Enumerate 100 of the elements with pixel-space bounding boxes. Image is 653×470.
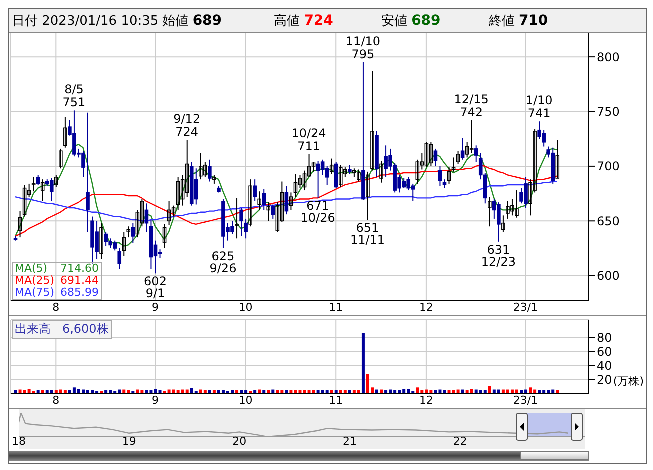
candlestick [118, 248, 122, 270]
annotation: 10/24 711 [292, 126, 326, 154]
candlestick [59, 148, 63, 170]
bar [416, 388, 420, 394]
x-tick-label: 8 [52, 300, 60, 314]
candlestick [312, 162, 316, 172]
x-tick-label: 8 [52, 394, 60, 407]
candlestick [416, 159, 420, 184]
chart-title: 日付 2023/01/16 10:35 [12, 12, 159, 30]
candlestick [334, 162, 338, 189]
x-tick-label: 11 [329, 300, 344, 314]
candlestick [194, 168, 198, 206]
candlestick [50, 178, 54, 202]
x-tick-label: 10 [238, 300, 253, 314]
bar [488, 386, 492, 394]
y-tick-label: 40 [597, 359, 612, 374]
candlestick [380, 160, 384, 184]
candlestick [316, 160, 320, 199]
y-tick-label: 20 [597, 373, 612, 388]
candlestick [208, 159, 212, 182]
candlestick [284, 186, 289, 216]
x-tick-label: 20 [232, 434, 247, 448]
text: 終値 710 [488, 12, 548, 30]
annotation: 602 9/1 [144, 274, 167, 301]
candlestick [54, 174, 58, 188]
candlestick [86, 112, 90, 233]
candlestick [36, 174, 40, 186]
annotation: 671 10/26 [300, 199, 336, 226]
y-tick-label: 800 [597, 50, 620, 64]
candlestick [465, 142, 470, 158]
candlestick [294, 174, 298, 198]
candlestick [429, 142, 434, 167]
candlestick [470, 120, 474, 154]
candlestick [271, 204, 276, 220]
candlestick [556, 140, 560, 179]
text: MA(75) 685.99 [15, 286, 99, 299]
candlestick [131, 222, 136, 244]
candlestick [266, 202, 271, 222]
candlestick [488, 196, 492, 228]
annotation: 8/5 751 [62, 82, 86, 110]
annotation: 1/10 741 [526, 94, 553, 121]
candlestick [64, 116, 68, 148]
candlestick [32, 176, 36, 192]
candlestick [144, 203, 149, 233]
candlestick [289, 192, 294, 211]
x-tick-label: 9 [152, 300, 159, 314]
chart-title: 出来高 6,600株 [12, 320, 112, 339]
candlestick [40, 179, 45, 202]
y-tick-label: 60 [597, 344, 612, 359]
annotation: 11/10 795 [346, 34, 381, 62]
candlestick [262, 188, 266, 211]
candlestick [22, 184, 27, 218]
candlestick [172, 205, 176, 218]
y-tick-label: 650 [597, 214, 620, 228]
candlestick [248, 179, 252, 228]
x-tick-label: 9 [152, 394, 159, 407]
annotation: 9/12 724 [174, 112, 201, 140]
x-tick-label: 12 [419, 394, 434, 407]
candlestick [162, 224, 167, 249]
candlestick [167, 200, 172, 226]
candlestick [502, 215, 506, 233]
x-tick-label: 23/1 [513, 394, 538, 407]
annotation: 651 11/11 [350, 221, 386, 248]
annotation: 12/15 742 [454, 92, 489, 120]
x-tick-label: 10 [238, 394, 253, 407]
candlestick [18, 210, 22, 238]
candlestick [126, 226, 131, 238]
candlestick [434, 148, 438, 167]
candlestick [474, 145, 478, 163]
candlestick [298, 174, 302, 189]
candlestick [452, 157, 456, 172]
x-tick-label: 18 [12, 434, 26, 448]
candlestick [122, 232, 126, 257]
x-tick-label: 11 [329, 394, 344, 407]
text: 始値 689 [162, 12, 222, 30]
x-tick-label: 23/1 [513, 300, 538, 314]
x-tick-label: 19 [122, 434, 136, 448]
candlestick [447, 167, 452, 184]
candlestick [100, 222, 104, 260]
candlestick [370, 70, 374, 172]
y-axis-title: (万株) [613, 374, 644, 389]
bar [470, 389, 474, 394]
candlestick [253, 179, 257, 202]
candlestick [176, 176, 180, 211]
candlestick [244, 218, 248, 240]
candlestick [424, 142, 429, 168]
candlestick [460, 138, 465, 160]
text: MA(25) 691.44 [15, 274, 99, 287]
x-tick-label: 22 [453, 434, 468, 448]
y-tick-label: 750 [597, 105, 620, 120]
text: 安値 689 [381, 12, 441, 30]
candlestick [240, 208, 244, 237]
candlestick [302, 170, 307, 192]
bar [362, 333, 365, 394]
x-tick-label: 21 [342, 434, 357, 448]
annotation: 625 9/26 [210, 249, 237, 276]
candlestick [438, 166, 442, 187]
candlestick [258, 191, 262, 211]
candlestick [235, 198, 239, 240]
candlestick [456, 150, 460, 165]
